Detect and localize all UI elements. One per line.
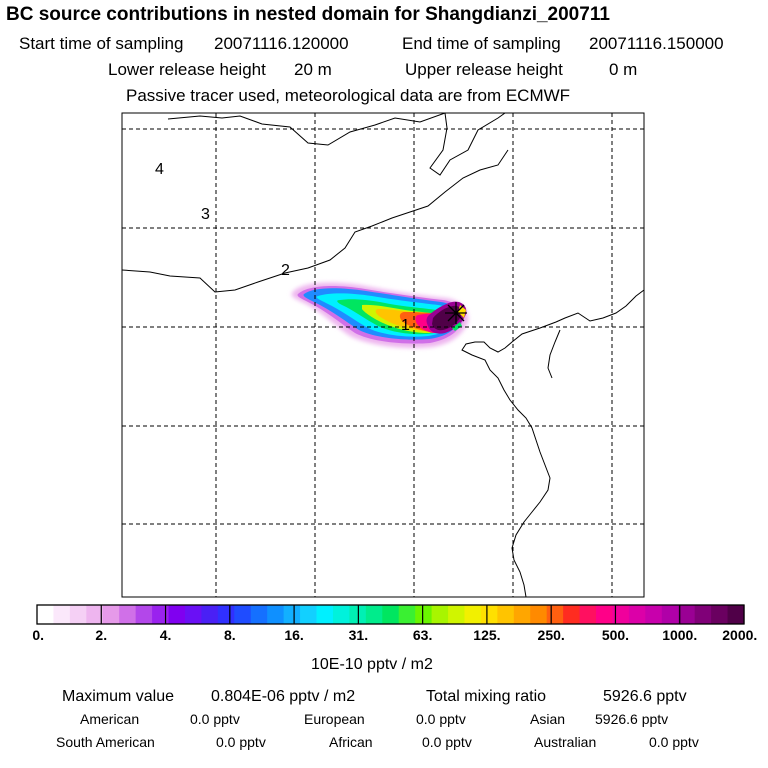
upper-release-value: 0 m: [609, 60, 638, 79]
region-value: 0.0 pptv: [649, 734, 699, 750]
lat-lon-grid: [122, 113, 644, 597]
region-name: European: [304, 711, 365, 727]
day-label-4: 4: [155, 161, 164, 178]
colorbar-tick-label: 63.: [412, 627, 433, 643]
colorbar-cell: [184, 605, 203, 624]
colorbar: [37, 605, 745, 624]
colorbar-cell: [234, 605, 252, 624]
day-label-2: 2: [281, 262, 290, 279]
colorbar-cell: [596, 605, 614, 624]
colorbar-cell: [102, 605, 120, 624]
region-value: 0.0 pptv: [216, 734, 266, 750]
max-value: 0.804E-06 pptv / m2: [211, 688, 356, 705]
end-time-label: End time of sampling: [402, 34, 561, 53]
map-frame: [121, 112, 645, 598]
region-name: African: [329, 734, 373, 750]
colorbar-cell: [678, 605, 696, 624]
boundaries: [122, 113, 644, 597]
colorbar-cell: [53, 605, 71, 624]
colorbar-cell: [513, 605, 531, 624]
region-value: 0.0 pptv: [422, 734, 472, 750]
colorbar-cell: [579, 605, 597, 624]
colorbar-tick-label: 1000.: [662, 627, 698, 643]
colorbar-cell: [382, 605, 400, 624]
colorbar-ticks: [100, 605, 681, 624]
map-title: BC source contributions in nested domain…: [6, 4, 610, 25]
colorbar-cell: [37, 605, 55, 624]
colorbar-cell: [628, 605, 646, 624]
colorbar-cell: [119, 605, 137, 624]
colorbar-tick-label: 0.: [32, 627, 45, 643]
colorbar-cell: [332, 605, 350, 624]
colorbar-tick-label: 2000.: [722, 627, 758, 643]
lower-release-value: 20 m: [294, 60, 332, 79]
colorbar-cell: [448, 605, 466, 624]
colorbar-tick-label: 250.: [537, 627, 565, 643]
colorbar-cell: [563, 605, 581, 624]
colorbar-cell: [217, 605, 235, 624]
colorbar-cell: [152, 605, 170, 624]
colorbar-cell: [316, 605, 334, 624]
colorbar-cell: [135, 605, 153, 624]
colorbar-cell: [300, 605, 318, 624]
colorbar-cell: [86, 605, 104, 624]
colorbar-cell: [645, 605, 663, 624]
region-name: Australian: [534, 734, 597, 750]
colorbar-cell: [464, 605, 482, 624]
colorbar-cell: [168, 605, 186, 624]
concentration-plume: [291, 282, 469, 348]
colorbar-cell: [480, 605, 498, 624]
colorbar-tick-label: 2.: [95, 627, 108, 643]
colorbar-cell: [398, 605, 416, 624]
upper-release-label: Upper release height: [405, 60, 563, 79]
max-value-label: Maximum value: [62, 688, 175, 705]
colorbar-tick-label: 4.: [159, 627, 172, 643]
colorbar-cell: [711, 605, 729, 624]
colorbar-cell: [431, 605, 449, 624]
colorbar-cell: [267, 605, 285, 624]
total-mixing-label: Total mixing ratio: [426, 688, 547, 705]
colorbar-cell: [612, 605, 630, 624]
colorbar-cell: [694, 605, 712, 624]
lower-release-label: Lower release height: [108, 60, 266, 79]
colorbar-tick-label: 8.: [223, 627, 236, 643]
colorbar-unit: 10E-10 pptv / m2: [311, 656, 433, 673]
colorbar-tick-label: 125.: [473, 627, 501, 643]
colorbar-cell: [661, 605, 679, 624]
colorbar-cell: [415, 605, 433, 624]
colorbar-cell: [250, 605, 268, 624]
region-name: American: [80, 711, 140, 727]
colorbar-cell: [69, 605, 87, 624]
start-time-value: 20071116.120000: [214, 34, 349, 53]
start-time-label: Start time of sampling: [19, 34, 184, 53]
colorbar-cell: [546, 605, 564, 624]
map-area: 4 3 2 1: [122, 113, 644, 597]
tracer-note: Passive tracer used, meteorological data…: [126, 86, 571, 105]
colorbar-cell: [365, 605, 383, 624]
colorbar-cell: [201, 605, 219, 624]
colorbar-cell: [727, 605, 745, 624]
colorbar-tick-label: 16.: [284, 627, 304, 643]
region-value: 0.0 pptv: [190, 711, 240, 727]
day-label-1: 1: [401, 317, 410, 334]
colorbar-cell: [283, 605, 301, 624]
region-name: Asian: [530, 711, 566, 727]
region-value: 5926.6 pptv: [595, 711, 669, 727]
day-label-3: 3: [201, 206, 210, 223]
end-time-value: 20071116.150000: [589, 34, 724, 53]
colorbar-cell: [497, 605, 515, 624]
colorbar-tick-label: 500.: [601, 627, 630, 643]
colorbar-cell: [530, 605, 548, 624]
total-mixing-value: 5926.6 pptv: [603, 688, 687, 705]
region-value: 0.0 pptv: [416, 711, 466, 727]
region-name: South American: [56, 734, 155, 750]
colorbar-tick-label: 31.: [348, 627, 369, 643]
receptor-marker-icon: [445, 302, 467, 324]
colorbar-frame: [36, 604, 745, 625]
